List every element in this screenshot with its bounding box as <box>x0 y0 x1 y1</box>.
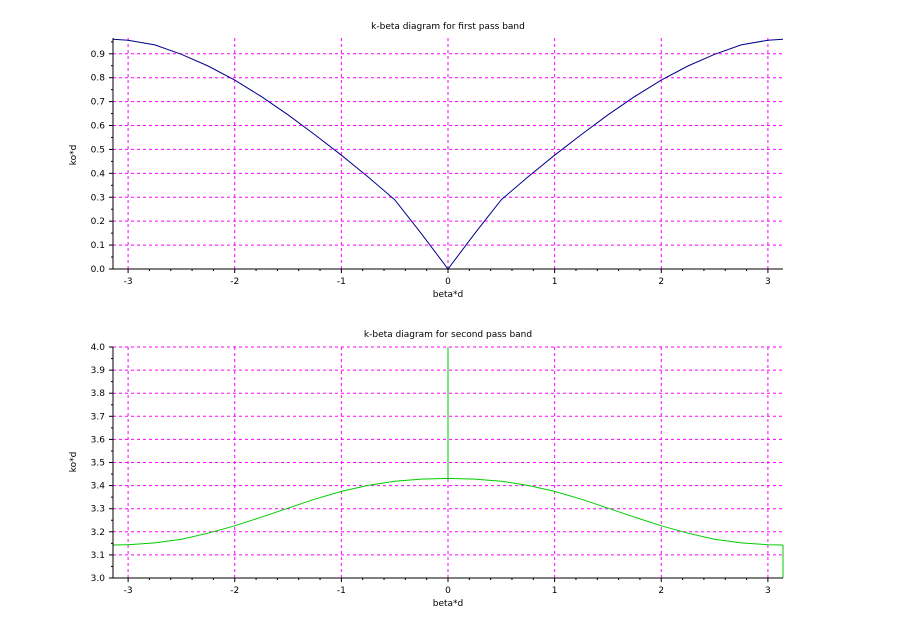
x-tick-label: -2 <box>230 277 239 287</box>
y-tick-label: 0.7 <box>91 98 105 108</box>
x-tick-label: 0 <box>445 277 451 287</box>
x-tick-label: 3 <box>765 277 771 287</box>
x-tick-label: -3 <box>124 277 133 287</box>
x-tick-label: -1 <box>337 277 346 287</box>
y-tick-label: 3.4 <box>91 482 106 492</box>
y-tick-label: 0.1 <box>91 241 105 251</box>
y-tick-label: 3.0 <box>91 574 106 584</box>
x-tick-label: -1 <box>337 586 346 596</box>
x-tick-labels: -3 -2 -1 0 1 2 3 <box>124 277 771 287</box>
y-tick-label: 0.4 <box>91 169 106 179</box>
y-tick-label: 3.3 <box>91 505 105 515</box>
y-tick-label: 0.0 <box>91 265 106 275</box>
chart-title: k-beta diagram for first pass band <box>371 22 525 32</box>
y-tick-label: 3.6 <box>91 435 106 445</box>
x-tick-label: 2 <box>658 586 664 596</box>
x-tick-label: 2 <box>658 277 664 287</box>
x-tick-label: 0 <box>445 586 451 596</box>
x-tick-labels: -3 -2 -1 0 1 2 3 <box>124 586 771 596</box>
x-axis-label: beta*d <box>433 599 464 609</box>
y-tick-label: 4.0 <box>91 343 106 353</box>
axes <box>109 347 783 582</box>
x-tick-label: 1 <box>552 586 558 596</box>
grid <box>113 38 783 269</box>
y-axis-label: ko*d <box>69 452 79 473</box>
y-tick-label: 3.5 <box>91 459 105 469</box>
y-tick-label: 0.9 <box>91 50 106 60</box>
x-tick-label: 1 <box>552 277 558 287</box>
plot-second-pass-band: k-beta diagram for second pass band -3 -2… <box>69 330 783 609</box>
y-tick-label: 3.8 <box>91 389 106 399</box>
x-tick-label: -3 <box>124 586 133 596</box>
y-tick-label: 3.2 <box>91 528 105 538</box>
chart-title: k-beta diagram for second pass band <box>364 330 532 340</box>
y-tick-label: 0.6 <box>91 122 106 132</box>
axes <box>109 38 783 273</box>
y-tick-label: 0.3 <box>91 193 105 203</box>
y-tick-label: 3.1 <box>91 551 105 561</box>
y-tick-labels: 0.0 0.1 0.2 0.3 0.4 0.5 0.6 0.7 0.8 0.9 <box>91 50 106 275</box>
x-axis-label: beta*d <box>433 290 464 300</box>
y-tick-label: 0.5 <box>91 145 105 155</box>
x-tick-label: 3 <box>765 586 771 596</box>
y-tick-label: 0.8 <box>91 74 106 84</box>
x-tick-label: -2 <box>230 586 239 596</box>
y-tick-label: 0.2 <box>91 217 105 227</box>
y-tick-label: 3.7 <box>91 412 105 422</box>
series-curves <box>113 347 783 578</box>
y-axis-label: ko*d <box>69 145 79 166</box>
y-tick-labels: 3.0 3.1 3.2 3.3 3.4 3.5 3.6 3.7 3.8 3.9 4.0 <box>91 343 106 584</box>
plot-first-pass-band: k-beta diagram for first pass band -3 -2-… <box>69 22 783 300</box>
y-tick-label: 3.9 <box>91 366 106 376</box>
